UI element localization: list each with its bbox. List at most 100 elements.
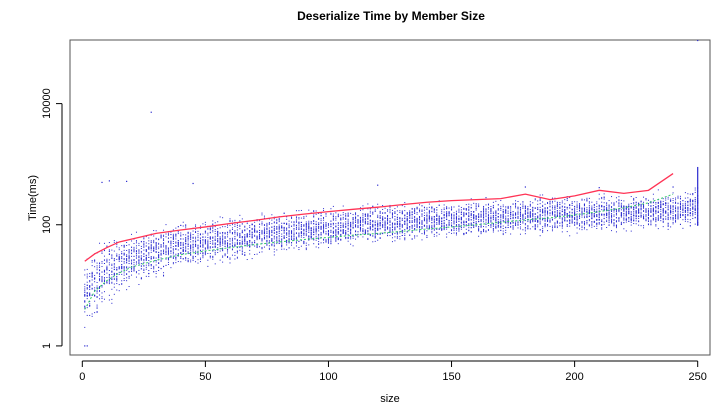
data-point xyxy=(387,215,389,217)
data-point xyxy=(510,214,512,216)
data-point xyxy=(414,220,416,222)
data-point xyxy=(303,225,305,227)
data-point xyxy=(126,258,128,260)
data-point xyxy=(507,224,509,226)
data-point xyxy=(347,222,349,224)
data-point xyxy=(121,253,123,255)
data-point xyxy=(148,247,150,249)
data-point xyxy=(436,222,438,224)
data-point xyxy=(121,263,123,265)
data-point xyxy=(382,217,384,219)
data-point xyxy=(172,238,174,240)
data-point xyxy=(544,224,546,226)
data-point xyxy=(625,221,627,223)
data-point xyxy=(566,213,568,215)
data-point xyxy=(150,267,152,269)
data-point xyxy=(544,208,546,210)
data-point xyxy=(556,215,558,217)
data-point xyxy=(150,264,152,266)
data-point xyxy=(483,219,485,221)
data-point xyxy=(153,261,155,263)
data-point xyxy=(581,208,583,210)
data-point xyxy=(305,225,307,227)
data-point xyxy=(357,220,359,222)
data-point xyxy=(234,235,236,237)
data-point xyxy=(539,210,541,212)
data-point xyxy=(551,230,553,232)
data-point xyxy=(451,213,453,215)
data-point xyxy=(298,223,300,225)
data-point xyxy=(374,208,376,210)
data-point xyxy=(443,226,445,228)
data-point xyxy=(588,204,590,206)
data-point xyxy=(133,268,135,270)
data-point xyxy=(347,220,349,222)
data-point xyxy=(382,221,384,223)
data-point xyxy=(475,203,477,205)
data-point xyxy=(229,257,231,259)
data-point xyxy=(298,247,300,248)
data-point xyxy=(335,235,337,237)
data-point xyxy=(281,233,283,235)
data-point xyxy=(384,223,386,225)
data-point xyxy=(352,219,354,221)
data-point xyxy=(204,243,206,245)
data-point xyxy=(99,287,101,289)
data-point xyxy=(559,207,561,209)
data-point xyxy=(101,281,103,283)
data-point xyxy=(438,215,440,217)
data-point xyxy=(416,225,418,227)
data-point xyxy=(177,226,179,228)
data-point xyxy=(620,221,622,223)
data-point xyxy=(254,241,256,243)
data-point xyxy=(534,198,536,200)
data-point xyxy=(406,231,408,233)
data-point xyxy=(315,235,317,237)
data-point xyxy=(175,233,177,235)
data-point xyxy=(364,215,366,217)
data-point xyxy=(140,252,142,254)
data-point xyxy=(387,210,389,212)
data-point xyxy=(556,202,558,204)
data-point xyxy=(428,220,430,222)
data-point xyxy=(295,236,297,238)
data-point xyxy=(564,211,566,213)
data-point xyxy=(583,208,585,210)
data-point xyxy=(172,262,174,264)
data-point xyxy=(229,238,231,240)
data-point xyxy=(325,213,327,215)
data-point xyxy=(549,202,551,204)
data-point xyxy=(261,224,263,226)
data-point xyxy=(606,207,608,209)
data-point xyxy=(96,306,98,308)
data-point xyxy=(113,250,115,252)
data-point xyxy=(480,231,482,233)
data-point xyxy=(318,238,320,240)
data-point xyxy=(207,228,209,230)
data-point xyxy=(310,234,312,236)
data-point xyxy=(212,229,214,231)
data-point xyxy=(406,212,408,214)
data-point xyxy=(313,223,315,225)
data-point xyxy=(160,234,162,236)
data-point xyxy=(148,260,150,261)
data-point xyxy=(217,240,219,242)
data-point xyxy=(539,211,541,213)
data-point xyxy=(209,238,211,240)
data-point xyxy=(153,239,155,241)
data-point xyxy=(478,216,480,218)
data-point xyxy=(241,236,243,238)
data-point xyxy=(638,205,640,207)
data-point xyxy=(357,222,359,224)
data-point xyxy=(288,232,290,234)
data-point xyxy=(601,201,603,203)
data-point xyxy=(273,248,275,250)
data-point xyxy=(539,216,541,218)
data-point xyxy=(455,229,457,231)
data-point xyxy=(603,213,605,215)
data-point xyxy=(323,226,325,228)
data-point xyxy=(382,226,384,228)
data-point xyxy=(404,215,406,217)
data-point xyxy=(111,298,113,300)
data-point xyxy=(571,211,573,213)
